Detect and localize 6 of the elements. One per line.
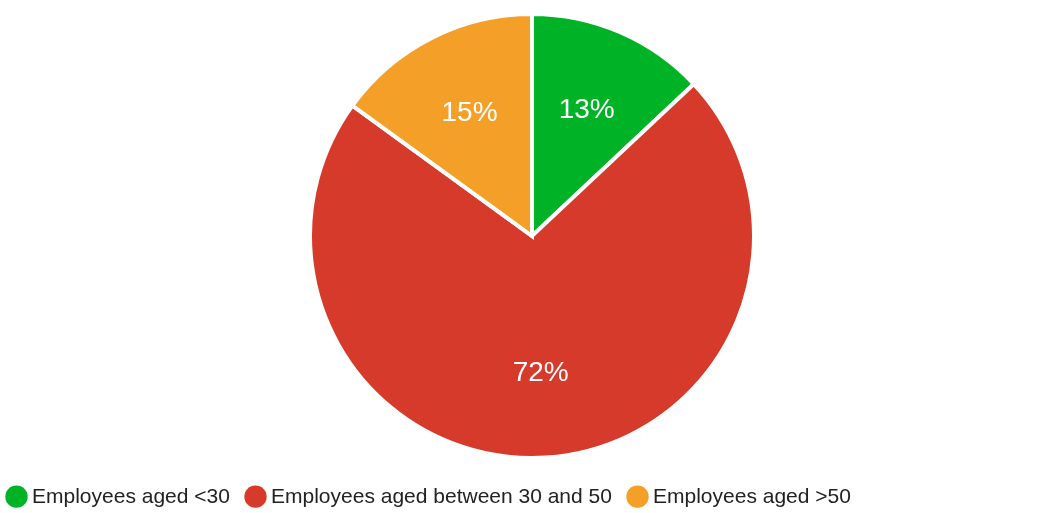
legend-label: Employees aged <30 bbox=[32, 483, 230, 507]
data-label: 13% bbox=[558, 92, 615, 124]
data-label: 15% bbox=[441, 96, 498, 128]
data-label: 72% bbox=[512, 356, 569, 388]
legend-label: Employees aged between 30 and 50 bbox=[271, 483, 612, 507]
legend-label: Employees aged >50 bbox=[653, 483, 851, 507]
